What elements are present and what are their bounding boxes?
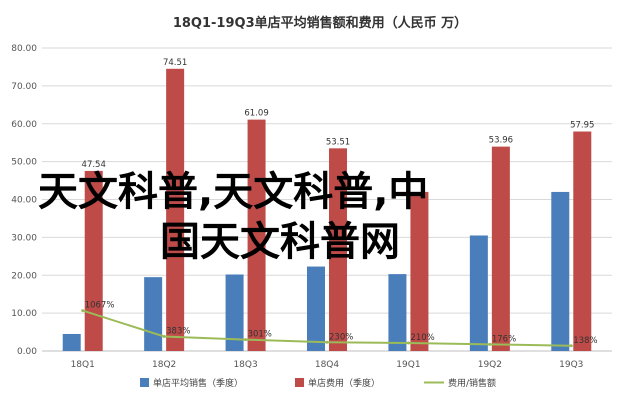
line-data-label: 230% <box>329 332 353 342</box>
x-tick-label: 19Q1 <box>396 360 420 370</box>
legend-label: 单店平均销售（季度） <box>153 377 243 389</box>
line-point <box>488 342 492 346</box>
y-tick-label: 80.00 <box>11 44 37 54</box>
bars: 47.54 74.51 61.09 53.51 53.96 57.95 <box>62 58 594 352</box>
legend: 单店平均销售（季度） 单店费用（季度） 费用/销售额 <box>140 377 496 389</box>
bar-data-label: 53.51 <box>326 137 350 147</box>
y-tick-label: 50.00 <box>11 158 37 168</box>
legend-swatch <box>295 378 304 387</box>
bar <box>225 274 244 351</box>
bar <box>307 266 325 351</box>
watermark-line-2: 国天文科普网 <box>160 219 400 265</box>
x-axis: 18Q1 18Q2 18Q3 18Q4 19Q1 19Q2 19Q3 <box>42 350 612 370</box>
bar-data-label: 74.51 <box>163 58 187 68</box>
y-tick-label: 70.00 <box>11 82 37 92</box>
line-data-label: 383% <box>166 326 190 336</box>
bar <box>469 235 488 351</box>
y-axis: 0.00 10.00 20.00 30.00 40.00 50.00 60.00 70.00 8… <box>11 44 37 357</box>
x-tick-label: 18Q3 <box>233 360 257 370</box>
x-tick-label: 18Q2 <box>152 360 176 370</box>
y-tick-label: 30.00 <box>11 233 37 243</box>
line-data-label: 210% <box>410 333 434 343</box>
bar <box>388 274 407 351</box>
bar <box>573 131 592 351</box>
watermark-line-1: 天文科普,天文科普,中 <box>38 169 428 215</box>
line-point <box>244 338 248 342</box>
bar <box>62 333 81 351</box>
bar <box>491 146 510 351</box>
gridlines <box>42 47 612 352</box>
y-tick-label: 60.00 <box>11 120 37 130</box>
y-tick-label: 10.00 <box>11 309 37 319</box>
line-point <box>81 309 85 313</box>
chart-title: 18Q1-19Q3单店平均销售额和费用（人民币 万） <box>173 15 467 31</box>
legend-label: 单店费用（季度） <box>308 377 380 389</box>
bar <box>166 68 185 352</box>
x-tick-label: 18Q4 <box>315 360 340 370</box>
ratio-line: 1067% 383% 301% 230% 210% 176% 138% <box>81 301 598 348</box>
x-tick-label: 19Q2 <box>478 360 502 370</box>
bar <box>410 191 429 351</box>
x-tick-label: 19Q3 <box>559 360 583 370</box>
legend-label: 费用/销售额 <box>448 377 496 389</box>
bar-data-label: 61.09 <box>244 109 268 119</box>
line-point <box>162 334 166 338</box>
watermark-text: 天文科普,天文科普,中 国天文科普网 <box>38 169 428 265</box>
line-point <box>406 341 410 345</box>
bar-data-label: 47.54 <box>82 160 106 170</box>
line-point <box>325 340 329 344</box>
y-tick-label: 20.00 <box>11 271 37 281</box>
line-data-label: 138% <box>573 336 597 346</box>
bar <box>551 191 570 351</box>
bar-data-label: 57.95 <box>570 121 594 131</box>
y-tick-label: 40.00 <box>11 196 37 206</box>
line-data-label: 301% <box>248 330 272 340</box>
x-tick-label: 18Q1 <box>71 360 95 370</box>
bar-data-label: 53.96 <box>489 136 513 146</box>
line-data-label: 1067% <box>85 301 115 311</box>
y-tick-label: 0.00 <box>17 347 37 357</box>
bar <box>247 119 266 351</box>
legend-swatch <box>140 378 149 387</box>
bar <box>144 277 163 351</box>
bar <box>329 148 347 351</box>
bar <box>84 170 103 351</box>
line-data-label: 176% <box>492 334 516 344</box>
line-point <box>569 344 573 348</box>
